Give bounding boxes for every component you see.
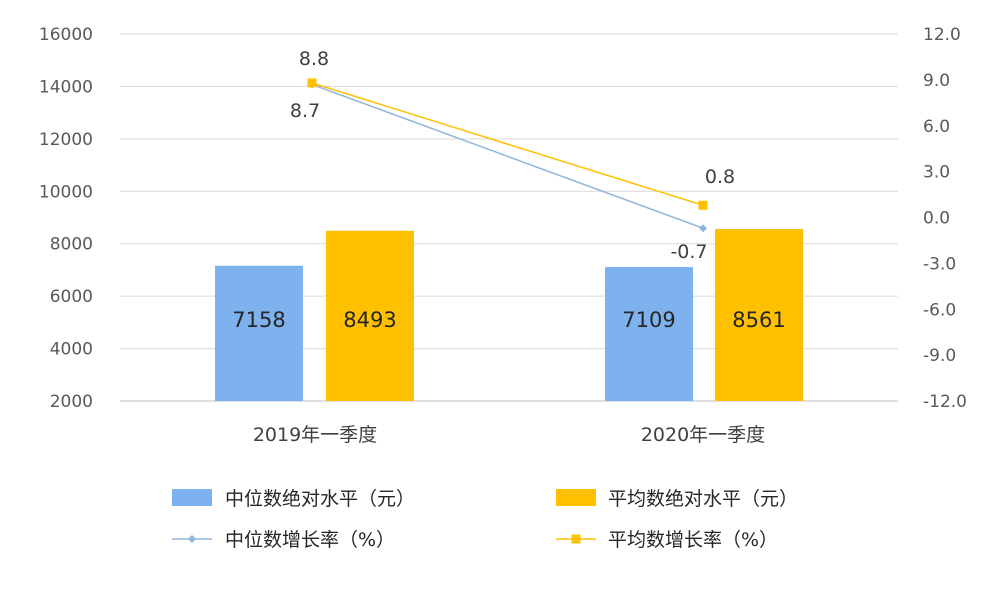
mean-bar	[326, 230, 414, 401]
median-bar	[605, 267, 693, 401]
left-y-axis: 16000 14000 12000 10000 8000 6000 4000 2000	[39, 25, 93, 412]
right-tick-label: -12.0	[923, 392, 967, 412]
legend-swatch-mean-bar	[556, 489, 596, 506]
bar-value-label: 7109	[622, 308, 675, 332]
right-tick-label: -6.0	[923, 300, 956, 320]
mean-growth-line	[311, 82, 704, 206]
left-tick-label: 14000	[39, 77, 93, 97]
category-axis: 2019年一季度 2020年一季度	[253, 424, 765, 446]
legend-swatch-median-marker	[188, 535, 196, 543]
legend: 中位数绝对水平（元） 平均数绝对水平（元） 中位数增长率（%） 平均数增长率（%）	[172, 488, 798, 551]
right-tick-label: -3.0	[923, 254, 956, 274]
legend-label: 中位数增长率（%）	[225, 529, 395, 551]
median-growth-marker	[699, 224, 707, 233]
left-tick-label: 8000	[50, 235, 93, 255]
right-tick-label: 3.0	[923, 163, 950, 183]
mean-growth-marker	[698, 200, 708, 210]
mean-growth-label: 8.8	[299, 48, 329, 70]
legend-swatch-median-bar	[172, 489, 212, 506]
bar-value-label: 7158	[232, 308, 285, 332]
right-tick-label: 0.0	[923, 209, 950, 229]
mean-bar	[715, 229, 803, 401]
legend-label: 中位数绝对水平（元）	[225, 488, 415, 510]
right-tick-label: -9.0	[923, 346, 956, 366]
median-growth-line	[311, 83, 704, 229]
left-tick-label: 6000	[50, 287, 93, 307]
left-tick-label: 2000	[50, 392, 93, 412]
median-bar	[215, 265, 303, 401]
legend-label: 平均数增长率（%）	[608, 529, 778, 551]
right-y-axis: 12.0 9.0 6.0 3.0 0.0 -3.0 -6.0 -9.0 -12.0	[923, 25, 967, 412]
bars: 7158 8493 7109 8561	[215, 229, 803, 401]
legend-swatch-mean-marker	[571, 534, 581, 544]
right-tick-label: 9.0	[923, 71, 950, 91]
left-tick-label: 10000	[39, 182, 93, 202]
median-growth-label: 8.7	[290, 100, 320, 122]
bar-value-label: 8493	[343, 308, 396, 332]
category-label: 2020年一季度	[641, 424, 765, 446]
left-tick-label: 12000	[39, 130, 93, 150]
category-label: 2019年一季度	[253, 424, 377, 446]
left-tick-label: 16000	[39, 25, 93, 45]
right-tick-label: 12.0	[923, 25, 961, 45]
mean-growth-label: 0.8	[705, 166, 735, 188]
bar-value-label: 8561	[732, 308, 785, 332]
lines: 8.8 8.7 0.8 -0.7	[290, 48, 735, 263]
median-growth-label: -0.7	[670, 241, 707, 263]
right-tick-label: 6.0	[923, 117, 950, 137]
left-tick-label: 4000	[50, 340, 93, 360]
mean-growth-marker	[307, 78, 317, 88]
legend-label: 平均数绝对水平（元）	[608, 488, 798, 510]
